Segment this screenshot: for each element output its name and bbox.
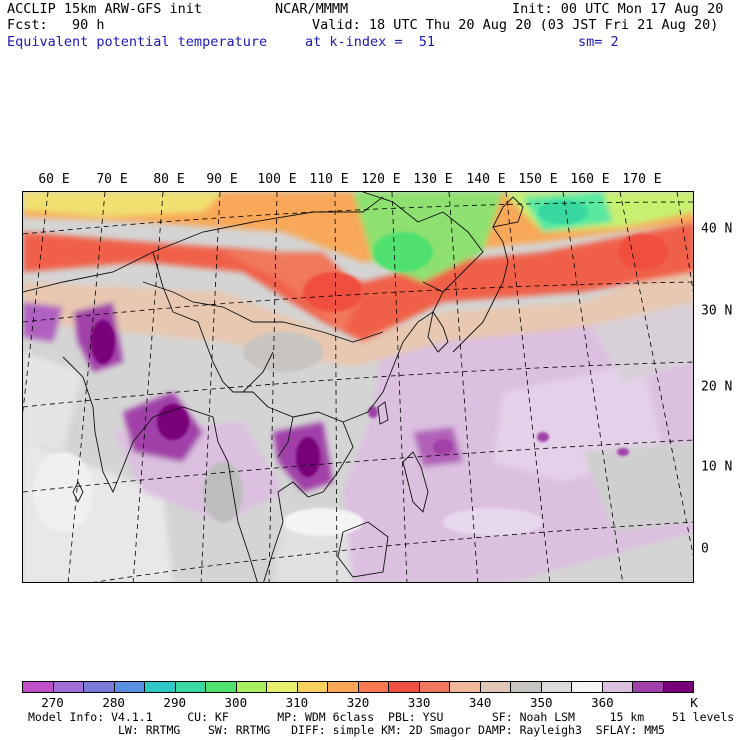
colorbar-tick-label: 330 [407,695,431,710]
colorbar-tick-label: 360 [591,695,614,710]
colorbar-tick-label: 280 [102,695,125,710]
longitude-label: 170 E [622,172,662,187]
smoothing-label: sm= 2 [578,34,619,50]
longitude-label: 80 E [153,172,185,187]
colorbar-swatch [114,682,145,692]
coastlines [23,192,524,582]
model-info-line2: LW: RRTMG SW: RRTMG DIFF: simple KM: 2D … [28,723,665,737]
colorbar-swatch [663,682,693,692]
colorbar-swatch [358,682,389,692]
latitude-label: 40 N [701,221,733,237]
colorbar-swatch [267,682,298,692]
colorbar-tick-label: 270 [41,695,64,710]
colorbar-swatch [23,682,54,692]
longitude-label: 60 E [38,172,70,187]
colorbar-tick-label: 310 [285,695,309,710]
equivalent-potential-temperature-map [23,192,693,582]
colorbar-swatch [206,682,237,692]
longitude-label: 140 E [466,172,506,187]
colorbar-swatch [602,682,633,692]
colorbar-swatch [328,682,359,692]
colorbar-swatch [511,682,542,692]
longitude-label: 100 E [257,172,297,187]
colorbar-unit: K [690,695,698,710]
graticule [23,192,693,582]
colorbar-swatch [480,682,511,692]
latitude-label: 0 [701,541,709,557]
colorbar-swatch [419,682,450,692]
init-time: Init: 00 UTC Mon 17 Aug 20 [512,1,724,17]
longitude-label: 70 E [96,172,128,187]
colorbar-swatch [175,682,206,692]
colorbar-swatch [145,682,176,692]
field-name: Equivalent potential temperature [7,34,268,50]
colorbar [22,681,694,693]
map-panel [22,191,694,583]
colorbar-tick-label: 300 [224,695,248,710]
longitude-label: 90 E [206,172,238,187]
colorbar-tick-label: 350 [529,695,553,710]
colorbar-swatch [450,682,481,692]
model-info-line1: Model Info: V4.1.1 CU: KF MP: WDM 6class… [28,710,740,724]
colorbar-swatch [53,682,84,692]
longitude-label: 150 E [518,172,558,187]
longitude-label: 160 E [570,172,610,187]
longitude-label: 130 E [413,172,453,187]
field-texture [33,200,668,536]
colorbar-tick-label: 290 [163,695,187,710]
valid-time: Valid: 18 UTC Thu 20 Aug 20 (03 JST Fri … [312,17,719,33]
level-label: at k-index = 51 [305,34,436,50]
colorbar-tick-label: 320 [346,695,370,710]
colorbar-swatch [389,682,420,692]
latitude-label: 30 N [701,303,733,319]
colorbar-swatch [633,682,664,692]
colorbar-swatch [236,682,267,692]
longitude-label: 120 E [361,172,401,187]
latitude-label: 10 N [701,459,733,475]
colorbar-tick-label: 340 [468,695,492,710]
colorbar-swatch [84,682,115,692]
colorbar-swatch [297,682,328,692]
center-label: NCAR/MMMM [275,1,349,17]
longitude-label: 110 E [309,172,349,187]
colorbar-swatch [572,682,603,692]
latitude-label: 20 N [701,379,733,395]
forecast-hour: Fcst: 90 h [7,17,105,33]
colorbar-swatch [541,682,572,692]
model-title: ACCLIP 15km ARW-GFS init [7,1,203,17]
